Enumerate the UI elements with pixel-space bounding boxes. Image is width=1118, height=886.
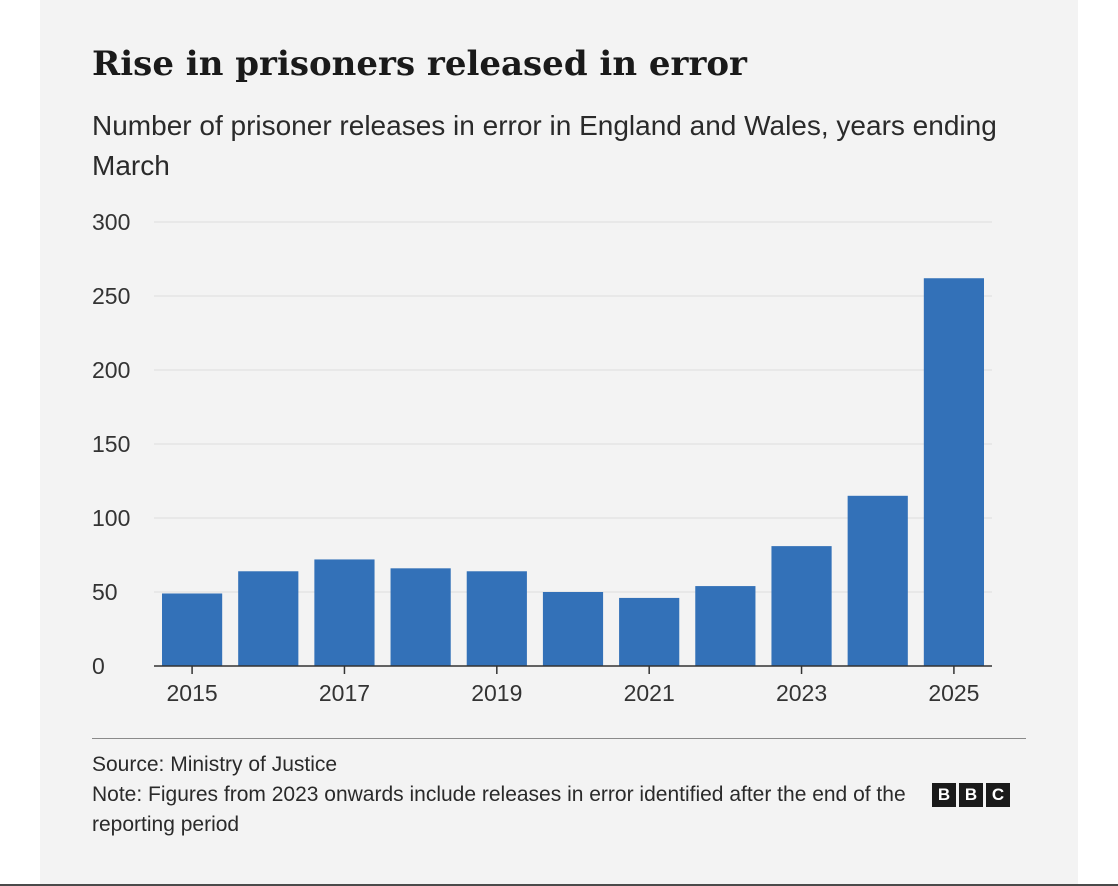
x-axis-ticks: 2015 2017 2019 2021 2023 2025 bbox=[167, 666, 979, 706]
chart-subtitle: Number of prisoner releases in error in … bbox=[92, 110, 997, 181]
x-tick-label: 2019 bbox=[471, 680, 522, 706]
y-tick-label: 50 bbox=[92, 579, 118, 605]
y-tick-label: 150 bbox=[92, 431, 130, 457]
bottom-divider bbox=[0, 884, 1118, 886]
bar-2016 bbox=[238, 571, 299, 666]
bar-2025 bbox=[923, 278, 985, 666]
footnote: Note: Figures from 2023 onwards include … bbox=[92, 783, 906, 836]
y-tick-label: 200 bbox=[92, 357, 130, 383]
bar-2017 bbox=[314, 559, 375, 666]
bar-2021 bbox=[619, 597, 680, 666]
bar-2015 bbox=[161, 593, 223, 666]
y-tick-label: 100 bbox=[92, 505, 130, 531]
bar-2023 bbox=[771, 546, 832, 666]
x-tick-label: 2017 bbox=[319, 680, 370, 706]
y-tick-label: 300 bbox=[92, 209, 130, 235]
bars bbox=[161, 278, 985, 666]
x-tick-label: 2015 bbox=[167, 680, 218, 706]
chart-card bbox=[40, 0, 1078, 884]
bar-2019 bbox=[466, 571, 527, 666]
bar-2018 bbox=[390, 568, 451, 666]
bbc-logo-letter: C bbox=[986, 783, 1010, 807]
footer-divider bbox=[92, 738, 1026, 739]
source-note: Source: Ministry of Justice bbox=[92, 753, 338, 776]
y-tick-label: 250 bbox=[92, 283, 130, 309]
y-tick-label: 0 bbox=[92, 653, 105, 679]
bar-2020 bbox=[542, 592, 604, 666]
x-tick-label: 2023 bbox=[776, 680, 827, 706]
bbc-logo-letter: B bbox=[959, 783, 983, 807]
y-axis-tick-labels: 0 50 100 150 200 250 300 bbox=[92, 209, 130, 679]
x-tick-label: 2021 bbox=[624, 680, 675, 706]
x-tick-label: 2025 bbox=[928, 680, 979, 706]
bbc-logo: B B C bbox=[932, 783, 1010, 807]
bbc-logo-letter: B bbox=[932, 783, 956, 807]
bar-2022 bbox=[695, 586, 756, 666]
chart-title: Rise in prisoners released in error bbox=[92, 44, 747, 84]
bar-2024 bbox=[847, 495, 908, 666]
